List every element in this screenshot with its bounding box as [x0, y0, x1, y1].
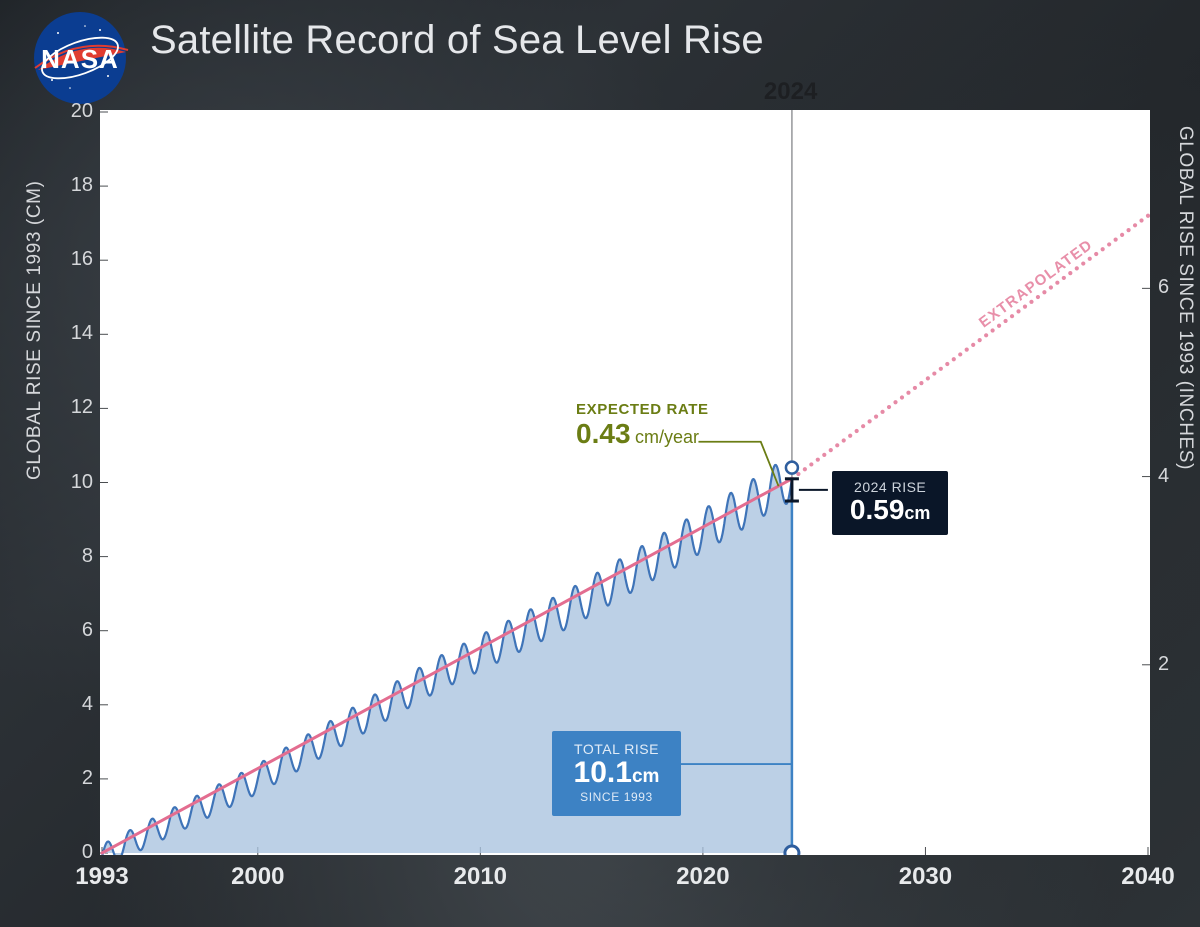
- total-rise-label: TOTAL RISE: [574, 741, 660, 757]
- y-axis-label-left: GLOBAL RISE SINCE 1993 (CM): [24, 180, 46, 480]
- rise-2024-label: 2024 RISE: [850, 479, 931, 495]
- expected-rate-unit: cm/year: [635, 427, 699, 447]
- rise-2024-callout: 2024 RISE 0.59cm: [832, 471, 949, 534]
- y-tick-right: 2: [1158, 653, 1169, 676]
- page-title: Satellite Record of Sea Level Rise: [150, 18, 764, 63]
- x-tick: 2030: [895, 863, 955, 891]
- y-tick-left: 8: [48, 545, 93, 568]
- nasa-logo: NASA: [30, 8, 130, 108]
- marker-year-label: 2024: [764, 78, 817, 106]
- x-tick: 1993: [72, 863, 132, 891]
- total-rise-since: SINCE 1993: [574, 790, 660, 804]
- expected-rate-callout: EXPECTED RATE 0.43 cm/year: [576, 401, 709, 450]
- total-rise-value: 10.1: [574, 756, 632, 789]
- x-tick: 2010: [450, 863, 510, 891]
- total-rise-unit: cm: [632, 766, 659, 787]
- total-rise-callout: TOTAL RISE 10.1cm SINCE 1993: [552, 731, 682, 817]
- y-tick-left: 16: [48, 248, 93, 271]
- y-tick-left: 2: [48, 767, 93, 790]
- y-tick-left: 14: [48, 322, 93, 345]
- x-tick: 2000: [228, 863, 288, 891]
- x-tick: 2040: [1118, 863, 1178, 891]
- svg-text:NASA: NASA: [41, 44, 119, 74]
- y-tick-left: 20: [48, 100, 93, 123]
- y-tick-left: 12: [48, 396, 93, 419]
- y-tick-left: 18: [48, 174, 93, 197]
- y-axis-label-right: GLOBAL RISE SINCE 1993 (INCHES): [1174, 126, 1196, 470]
- y-tick-right: 6: [1158, 276, 1169, 299]
- rise-2024-value: 0.59: [850, 494, 905, 525]
- rise-2024-unit: cm: [904, 503, 930, 523]
- y-tick-left: 0: [48, 841, 93, 864]
- y-tick-left: 6: [48, 619, 93, 642]
- y-tick-left: 10: [48, 471, 93, 494]
- expected-rate-value: 0.43: [576, 418, 631, 449]
- y-tick-right: 4: [1158, 465, 1169, 488]
- expected-rate-label: EXPECTED RATE: [576, 401, 709, 418]
- x-tick: 2020: [673, 863, 733, 891]
- y-tick-left: 4: [48, 693, 93, 716]
